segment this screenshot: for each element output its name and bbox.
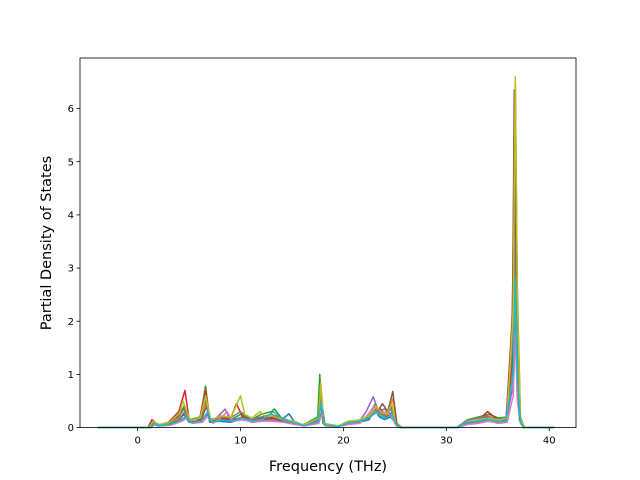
series-line-9 (97, 277, 555, 429)
series-line-8 (97, 75, 555, 429)
y-tick-label: 5 (68, 157, 74, 168)
y-axis-title: Partial Density of States (39, 156, 55, 330)
y-tick-label: 3 (68, 264, 74, 275)
x-tick-label: 20 (337, 436, 350, 447)
plot-frame (79, 57, 577, 429)
x-tick-label: 40 (543, 436, 556, 447)
y-tick-label: 1 (68, 370, 74, 381)
y-tick-label: 0 (68, 423, 74, 434)
x-tick-label: 30 (440, 436, 453, 447)
y-tick-label: 6 (68, 104, 74, 115)
x-axis-title: Frequency (THz) (269, 459, 387, 475)
x-tick-label: 0 (134, 436, 140, 447)
x-axis-ticks: 0 10 20 30 40 (134, 427, 556, 447)
x-tick-label: 10 (234, 436, 247, 447)
y-tick-label: 4 (68, 210, 74, 221)
series-layer (97, 75, 555, 429)
y-tick-label: 2 (68, 317, 74, 328)
y-axis-ticks: 0 1 2 3 4 5 6 (68, 104, 80, 434)
